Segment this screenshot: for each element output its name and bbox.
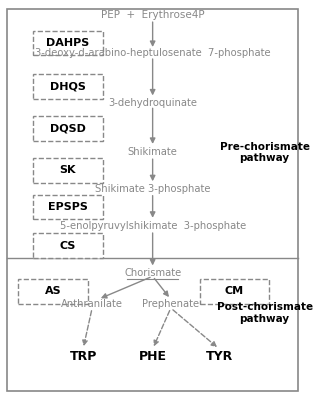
Text: TRP: TRP	[69, 350, 97, 364]
Text: DQSD: DQSD	[50, 124, 86, 134]
Text: Anthranilate: Anthranilate	[61, 299, 123, 309]
FancyBboxPatch shape	[33, 233, 103, 258]
FancyBboxPatch shape	[33, 158, 103, 182]
FancyBboxPatch shape	[33, 31, 103, 56]
Text: 3-dehydroquinate: 3-dehydroquinate	[108, 98, 197, 108]
Text: PEP  +  Erythrose4P: PEP + Erythrose4P	[101, 10, 204, 20]
Text: Prephenate: Prephenate	[142, 299, 199, 309]
FancyBboxPatch shape	[33, 116, 103, 141]
FancyBboxPatch shape	[33, 195, 103, 220]
Text: Chorismate: Chorismate	[124, 268, 181, 278]
Text: TYR: TYR	[205, 350, 233, 364]
Text: SK: SK	[60, 165, 76, 175]
Text: Post-chorismate
pathway: Post-chorismate pathway	[216, 302, 313, 324]
Text: 5-enolpyruvylshikimate  3-phosphate: 5-enolpyruvylshikimate 3-phosphate	[59, 221, 246, 231]
FancyBboxPatch shape	[7, 9, 298, 391]
Text: Shikimate: Shikimate	[128, 146, 178, 156]
Text: Shikimate 3-phosphate: Shikimate 3-phosphate	[95, 184, 210, 194]
Text: AS: AS	[45, 286, 61, 296]
Text: 3-deoxy-d-arabino-heptulosenate  7-phosphate: 3-deoxy-d-arabino-heptulosenate 7-phosph…	[35, 48, 271, 58]
Text: CM: CM	[225, 286, 244, 296]
FancyBboxPatch shape	[18, 279, 88, 304]
Text: Pre-chorismate
pathway: Pre-chorismate pathway	[220, 142, 309, 163]
Text: CS: CS	[60, 241, 76, 251]
Text: PHE: PHE	[139, 350, 167, 364]
FancyBboxPatch shape	[200, 279, 269, 304]
Text: EPSPS: EPSPS	[48, 202, 88, 212]
Text: DAHPS: DAHPS	[46, 38, 90, 48]
Text: DHQS: DHQS	[50, 82, 86, 92]
FancyBboxPatch shape	[33, 74, 103, 99]
